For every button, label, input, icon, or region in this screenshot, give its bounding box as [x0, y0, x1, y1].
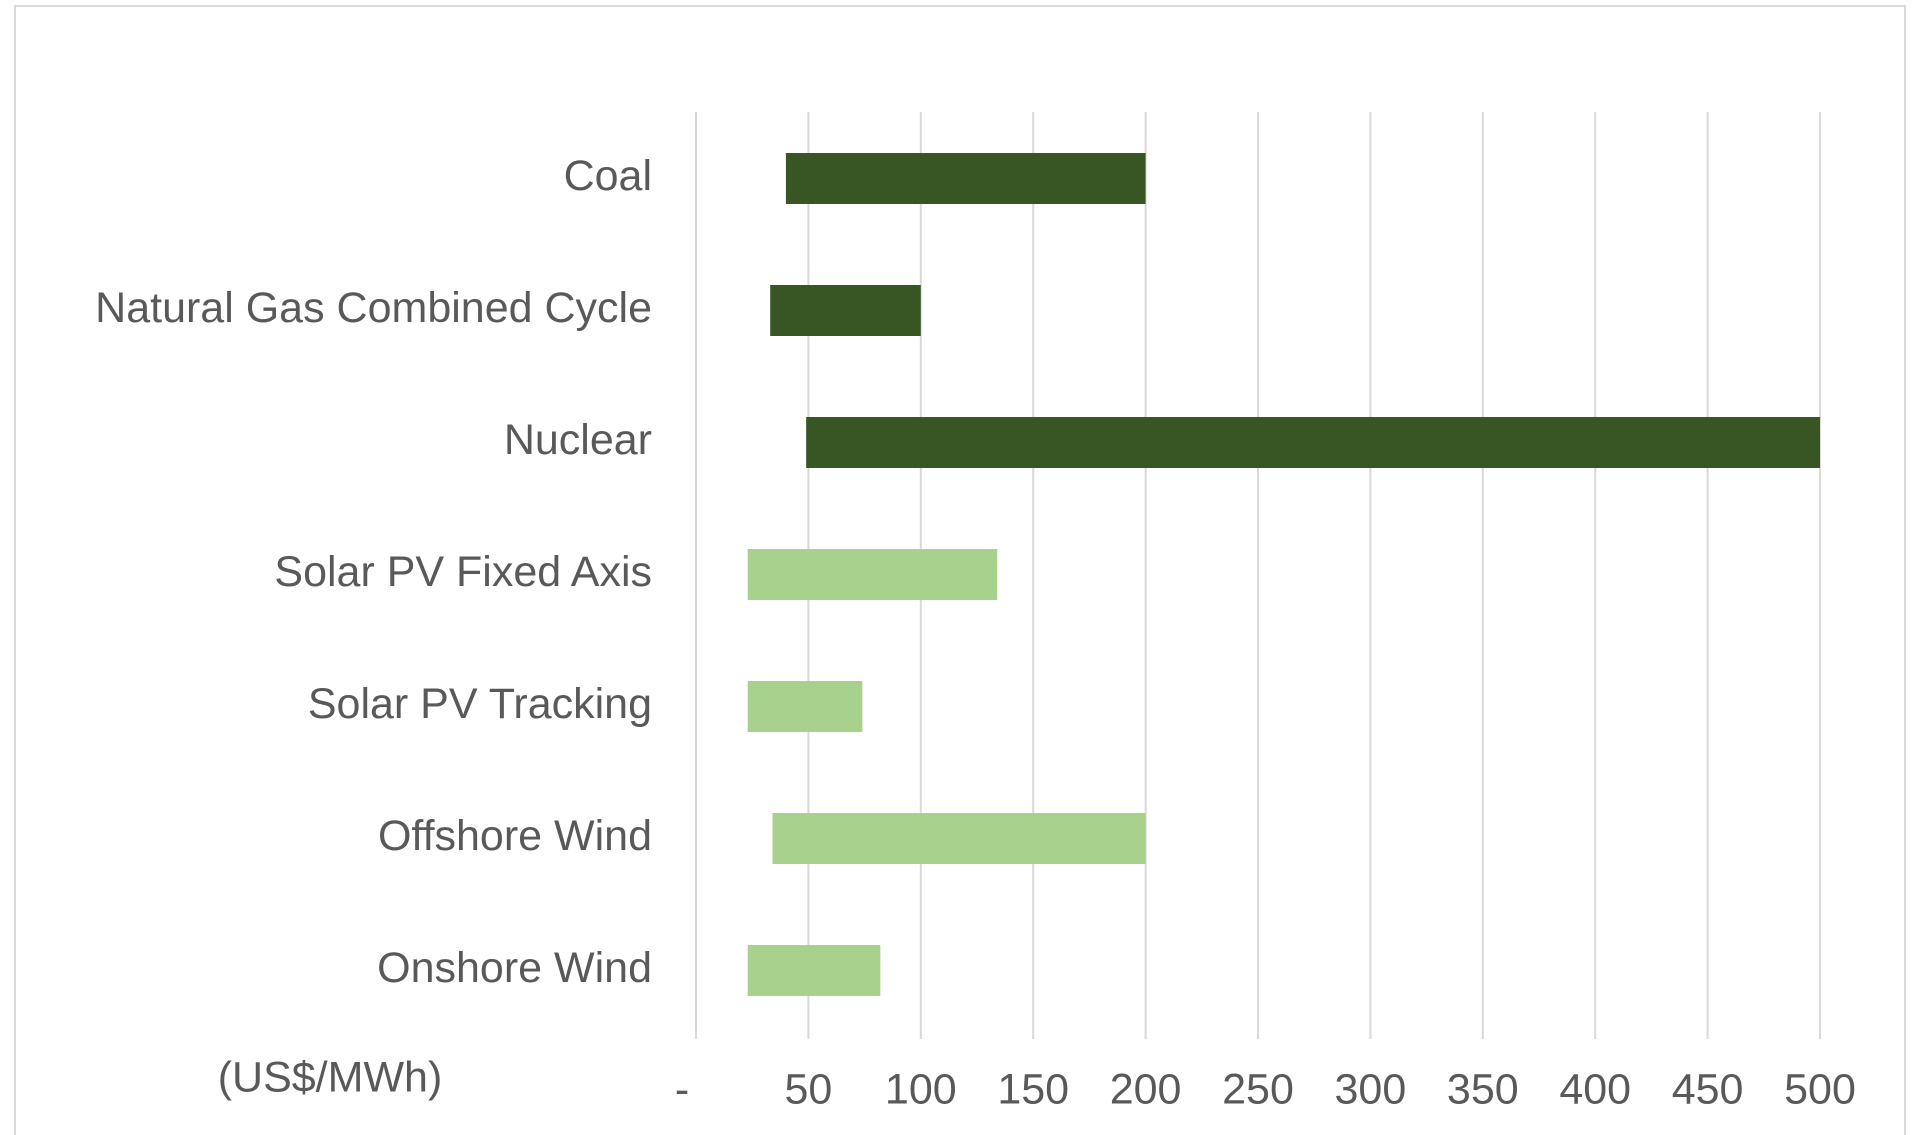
y-tick-label: Nuclear — [504, 416, 652, 464]
x-tick-label: 500 — [1784, 1065, 1856, 1113]
bar — [747, 945, 881, 996]
y-tick-label: Natural Gas Combined Cycle — [95, 284, 652, 332]
bar — [806, 417, 1820, 468]
x-tick-label: 50 — [784, 1065, 832, 1113]
x-tick-label: - — [675, 1065, 689, 1113]
x-tick-label: 200 — [1110, 1065, 1182, 1113]
x-tick-label: 150 — [997, 1065, 1069, 1113]
y-tick-label: Offshore Wind — [378, 812, 652, 860]
bar — [772, 813, 1146, 864]
x-tick-label: 250 — [1222, 1065, 1294, 1113]
x-tick-label: 100 — [885, 1065, 957, 1113]
axis-label: (US$/MWh) — [218, 1053, 443, 1101]
bar — [770, 285, 921, 336]
x-tick-label: 350 — [1447, 1065, 1519, 1113]
bar — [785, 153, 1146, 204]
x-tick-label: 400 — [1559, 1065, 1631, 1113]
y-tick-label: Solar PV Fixed Axis — [274, 548, 652, 596]
x-tick-label: 300 — [1335, 1065, 1407, 1113]
y-tick-label: Onshore Wind — [377, 944, 652, 992]
bar — [747, 681, 863, 732]
y-tick-label: Coal — [564, 152, 652, 200]
x-tick-label: 450 — [1672, 1065, 1744, 1113]
bar — [747, 549, 998, 600]
y-tick-label: Solar PV Tracking — [308, 680, 652, 728]
